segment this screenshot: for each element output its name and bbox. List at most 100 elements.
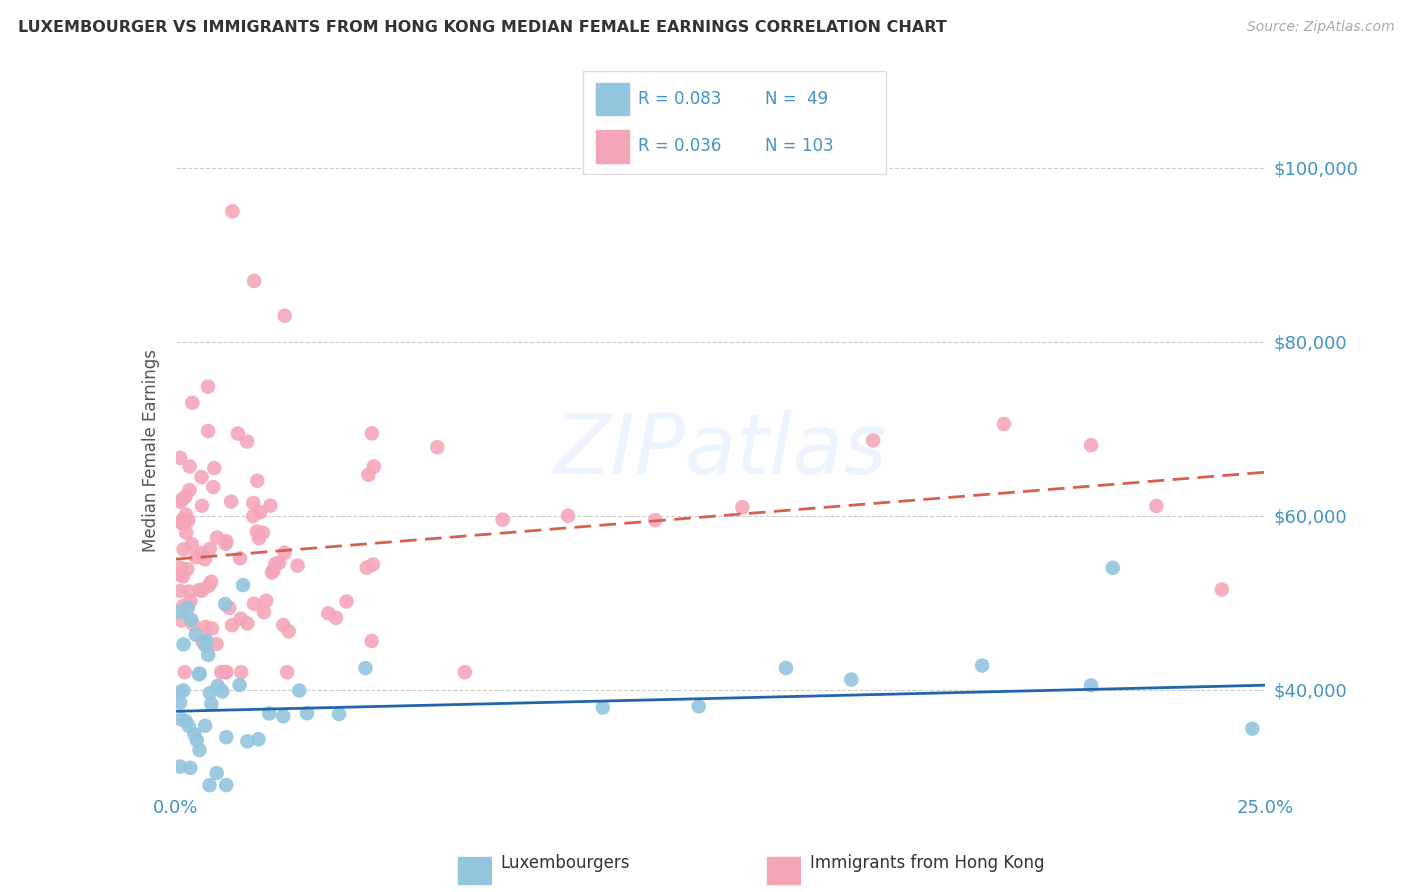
- Text: Source: ZipAtlas.com: Source: ZipAtlas.com: [1247, 20, 1395, 34]
- Point: [360, 426, 382, 441]
- Point: [218, 601, 240, 615]
- Point: [205, 531, 228, 545]
- Point: [219, 494, 242, 508]
- Point: [177, 514, 200, 528]
- Text: R = 0.083: R = 0.083: [638, 90, 721, 108]
- Point: [170, 614, 193, 628]
- Text: R = 0.036: R = 0.036: [638, 137, 721, 155]
- Point: [170, 515, 193, 529]
- Point: [194, 719, 217, 733]
- Point: [426, 440, 449, 454]
- Point: [179, 459, 201, 474]
- Point: [177, 719, 200, 733]
- Point: [173, 542, 195, 557]
- Point: [318, 607, 340, 621]
- Point: [360, 634, 382, 648]
- Point: [215, 665, 238, 680]
- Point: [592, 700, 614, 714]
- Point: [328, 706, 350, 721]
- Y-axis label: Median Female Earnings: Median Female Earnings: [142, 349, 160, 552]
- Point: [242, 496, 264, 510]
- Point: [174, 508, 197, 522]
- Point: [173, 637, 195, 651]
- Point: [731, 500, 754, 515]
- Point: [197, 579, 219, 593]
- Point: [197, 379, 219, 393]
- Point: [263, 563, 285, 577]
- Point: [169, 495, 191, 509]
- Bar: [596, 83, 628, 115]
- Bar: [768, 857, 801, 884]
- Point: [184, 550, 207, 565]
- Point: [194, 639, 217, 653]
- Point: [172, 599, 194, 613]
- Point: [775, 661, 797, 675]
- Text: N = 103: N = 103: [765, 137, 834, 155]
- Point: [173, 516, 195, 530]
- Point: [492, 513, 515, 527]
- Point: [295, 706, 318, 721]
- Point: [191, 583, 214, 598]
- Point: [970, 658, 993, 673]
- Point: [200, 697, 222, 711]
- Point: [274, 546, 297, 560]
- Point: [644, 513, 666, 527]
- Point: [228, 678, 250, 692]
- Point: [335, 594, 357, 608]
- Point: [211, 684, 233, 698]
- Point: [231, 665, 253, 680]
- Point: [252, 525, 274, 540]
- Point: [174, 714, 197, 728]
- Point: [862, 434, 884, 448]
- Point: [257, 706, 280, 721]
- Point: [176, 562, 198, 576]
- Point: [215, 534, 238, 549]
- Text: ZIPatlas: ZIPatlas: [554, 410, 887, 491]
- Point: [209, 665, 232, 680]
- Point: [172, 491, 194, 506]
- Point: [271, 618, 294, 632]
- Point: [1241, 722, 1264, 736]
- Point: [190, 470, 212, 484]
- Point: [214, 597, 236, 611]
- Point: [188, 582, 211, 597]
- Point: [186, 733, 208, 747]
- Point: [169, 567, 191, 582]
- Point: [253, 605, 276, 619]
- Point: [688, 699, 710, 714]
- Point: [169, 584, 191, 599]
- Point: [246, 474, 269, 488]
- Point: [198, 686, 221, 700]
- Point: [179, 761, 201, 775]
- Point: [221, 618, 243, 632]
- Text: Luxembourgers: Luxembourgers: [501, 855, 630, 872]
- Point: [179, 594, 201, 608]
- Point: [274, 309, 297, 323]
- Point: [361, 558, 384, 572]
- Point: [236, 734, 259, 748]
- Point: [1080, 678, 1102, 692]
- Point: [169, 605, 191, 619]
- Point: [221, 204, 243, 219]
- Point: [287, 558, 309, 573]
- Point: [354, 661, 377, 675]
- Point: [236, 616, 259, 631]
- Point: [172, 512, 194, 526]
- Point: [232, 578, 254, 592]
- Bar: [458, 857, 492, 884]
- Point: [357, 467, 380, 482]
- Point: [174, 490, 197, 504]
- Point: [254, 593, 277, 607]
- Point: [184, 627, 207, 641]
- Point: [288, 683, 311, 698]
- Point: [169, 450, 191, 465]
- Point: [195, 633, 218, 648]
- Point: [269, 556, 291, 570]
- Text: Immigrants from Hong Kong: Immigrants from Hong Kong: [810, 855, 1045, 872]
- Point: [243, 597, 266, 611]
- Point: [243, 274, 266, 288]
- Point: [202, 461, 225, 475]
- Point: [197, 648, 219, 662]
- Point: [993, 417, 1015, 431]
- Point: [229, 551, 252, 566]
